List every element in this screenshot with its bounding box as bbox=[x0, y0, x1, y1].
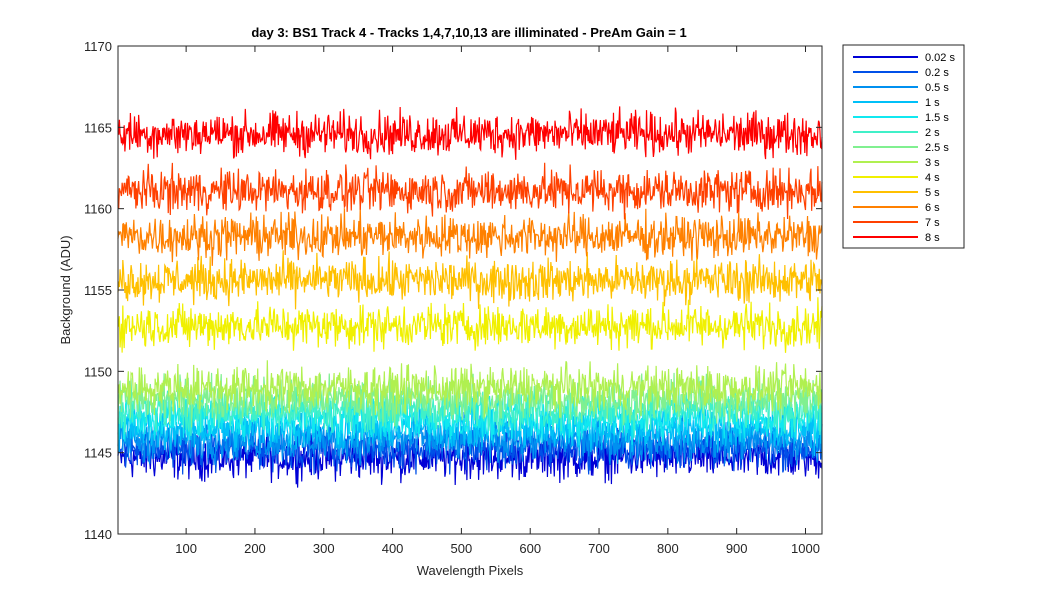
legend-label: 0.02 s bbox=[925, 52, 955, 64]
legend-label: 7 s bbox=[925, 217, 940, 229]
series-line bbox=[117, 207, 823, 266]
x-tick-label: 200 bbox=[244, 541, 266, 556]
y-axis-ticks: 1140 1145 1150 1155 1160 1165 1170 bbox=[84, 39, 822, 542]
legend-label: 3 s bbox=[925, 157, 940, 169]
x-axis-ticks: 100 200 300 400 500 600 700 800 900 1000 bbox=[175, 46, 820, 556]
y-axis-label: Background (ADU) bbox=[58, 235, 73, 344]
y-tick-label: 1165 bbox=[84, 120, 112, 135]
series-line bbox=[117, 250, 823, 310]
x-tick-label: 100 bbox=[175, 541, 197, 556]
x-tick-label: 700 bbox=[588, 541, 610, 556]
y-tick-label: 1155 bbox=[84, 283, 112, 298]
x-tick-label: 800 bbox=[657, 541, 679, 556]
legend-label: 5 s bbox=[925, 187, 940, 199]
legend-label: 0.2 s bbox=[925, 67, 949, 79]
legend-label: 2 s bbox=[925, 127, 940, 139]
y-tick-label: 1140 bbox=[84, 527, 112, 542]
series-line bbox=[117, 106, 823, 160]
chart-title: day 3: BS1 Track 4 - Tracks 1,4,7,10,13 … bbox=[251, 25, 686, 40]
plot-area: 100 200 300 400 500 600 700 800 900 1000 1140 1145… bbox=[84, 39, 823, 556]
legend-items: 0.02 s 0.2 s 0.5 s 1 s 1.5 s 2 s 2.5 s 3 s 4 s 5 … bbox=[853, 52, 955, 244]
x-tick-label: 900 bbox=[726, 541, 748, 556]
x-tick-label: 500 bbox=[451, 541, 473, 556]
legend-label: 1.5 s bbox=[925, 112, 949, 124]
y-tick-label: 1160 bbox=[84, 202, 112, 217]
x-tick-label: 1000 bbox=[791, 541, 820, 556]
legend: 0.02 s 0.2 s 0.5 s 1 s 1.5 s 2 s 2.5 s 3 s 4 s 5 … bbox=[842, 44, 965, 249]
legend-label: 8 s bbox=[925, 232, 940, 244]
x-tick-label: 400 bbox=[382, 541, 404, 556]
y-tick-label: 1145 bbox=[84, 446, 112, 461]
series-line bbox=[117, 297, 823, 353]
x-axis-label: Wavelength Pixels bbox=[417, 563, 524, 578]
x-tick-label: 300 bbox=[313, 541, 335, 556]
legend-label: 2.5 s bbox=[925, 142, 949, 154]
series-line bbox=[117, 360, 823, 418]
y-tick-label: 1150 bbox=[84, 364, 112, 379]
legend-label: 0.5 s bbox=[925, 82, 949, 94]
y-tick-label: 1170 bbox=[84, 39, 112, 54]
legend-label: 1 s bbox=[925, 97, 940, 109]
x-tick-label: 600 bbox=[519, 541, 541, 556]
series-line bbox=[117, 162, 823, 220]
series-layer bbox=[117, 106, 823, 488]
legend-label: 6 s bbox=[925, 202, 940, 214]
legend-label: 4 s bbox=[925, 172, 940, 184]
